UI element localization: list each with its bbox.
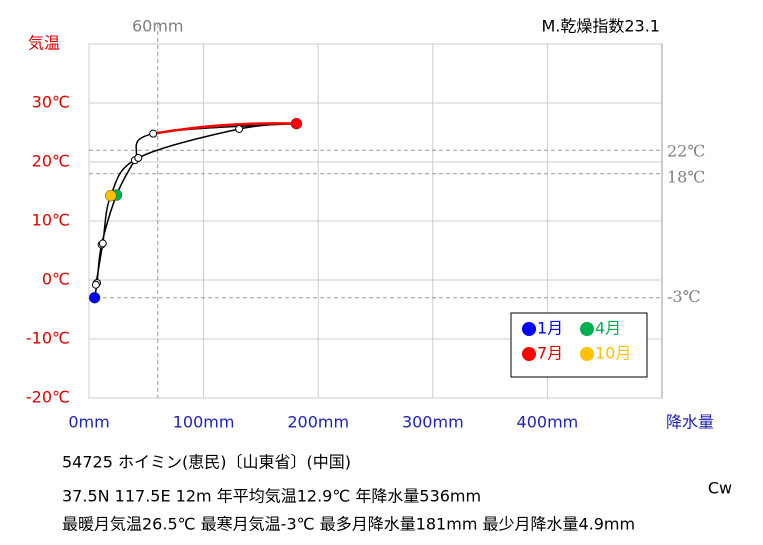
y-tick-label: 20℃ (32, 152, 70, 171)
y-tick-label: 30℃ (32, 93, 70, 112)
x-axis-label: 降水量 (666, 413, 714, 432)
highlight-point (88, 291, 101, 304)
station-extremes: 最暖月気温26.5℃ 最寒月気温-3℃ 最多月降水量181mm 最少月降水量4.… (62, 515, 635, 534)
reference-label: 22℃ (667, 142, 705, 161)
legend-label: 4月 (595, 319, 621, 338)
x-tick-label: 400mm (517, 413, 579, 432)
x-tick-label: 300mm (402, 413, 464, 432)
x-tick-label: 200mm (287, 413, 349, 432)
climate-class: Cw (708, 479, 732, 498)
legend-box (510, 312, 648, 378)
y-axis-label: 気温 (28, 34, 60, 53)
y-tick-label: -20℃ (26, 388, 70, 407)
reference-label: 18℃ (667, 167, 705, 186)
legend-marker (580, 322, 594, 336)
y-tick-label: 10℃ (32, 211, 70, 230)
x-tick-label: 0mm (68, 413, 109, 432)
legend-marker (580, 347, 594, 361)
month-point (91, 280, 100, 289)
y-tick-label: -10℃ (26, 329, 70, 348)
highlight-point (105, 189, 117, 202)
month-point (149, 129, 158, 138)
month-point (235, 124, 244, 133)
index-note: M.乾燥指数23.1 (541, 17, 660, 36)
legend-label: 10月 (595, 344, 631, 363)
month-point (98, 239, 107, 248)
hot-segment (152, 122, 297, 135)
highlight-point (290, 117, 303, 130)
legend-marker (522, 322, 536, 336)
y-tick-label: 0℃ (42, 270, 70, 289)
climate-line (93, 122, 300, 298)
legend-label: 7月 (537, 344, 563, 363)
station-info: 37.5N 117.5E 12m 年平均気温12.9℃ 年降水量536mm (62, 487, 481, 506)
month-point (134, 153, 143, 162)
x-tick-label: 100mm (173, 413, 235, 432)
reference-label: -3℃ (667, 287, 700, 306)
legend-marker (522, 347, 536, 361)
reference-label: 60mm (132, 17, 184, 36)
legend-label: 1月 (537, 319, 563, 338)
station-name: 54725 ホイミン(恵民)〔山東省〕(中国) (62, 453, 351, 472)
